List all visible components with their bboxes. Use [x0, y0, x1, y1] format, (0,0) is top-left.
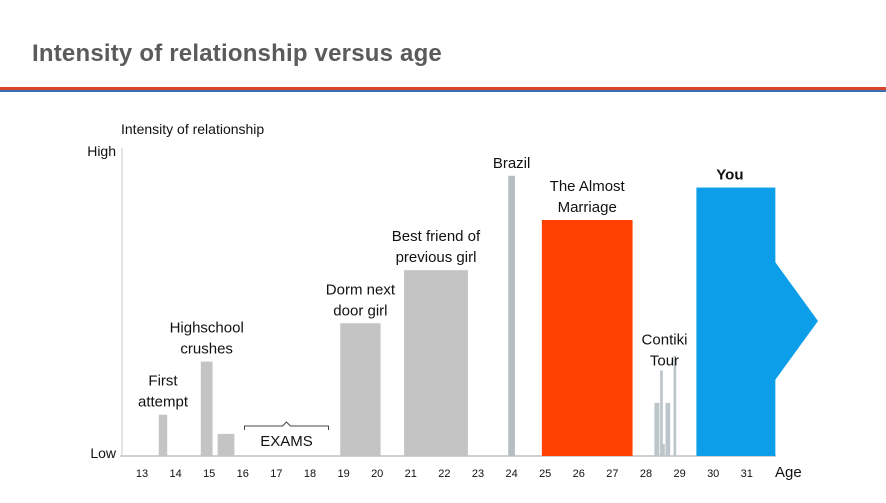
bar-contiki-segment-5 [673, 355, 677, 456]
bars [158, 175, 818, 457]
title-divider-red [0, 87, 886, 90]
bar-label-dorm-next-door-girl-1: Dorm next [326, 281, 396, 298]
bar-label-brazil-1: Brazil [493, 155, 531, 172]
bar-label-best-friend-of-previous-girl-2: previous girl [396, 249, 477, 266]
bar-label-the-almost-marriage-2: Marriage [558, 199, 617, 216]
y-high-label: High [87, 143, 116, 159]
x-tick-16: 16 [237, 468, 249, 480]
bar-contiki-segment-1 [654, 402, 660, 456]
x-tick-21: 21 [405, 468, 417, 480]
y-axis-title: Intensity of relationship [121, 121, 264, 137]
x-tick-24: 24 [505, 468, 517, 480]
bar-label-best-friend-of-previous-girl-1: Best friend of [392, 228, 481, 245]
bar-label-first-attempt-2: attempt [138, 394, 189, 411]
you-arrowhead [737, 210, 818, 432]
exams-annotation: EXAMS [243, 421, 329, 450]
x-tick-13: 13 [136, 468, 148, 480]
x-tick-29: 29 [673, 468, 685, 480]
bar-best-friend-of-previous-girl [404, 270, 468, 456]
exams-label: EXAMS [260, 433, 313, 450]
bar-contiki-segment-4 [665, 402, 671, 456]
x-tick-30: 30 [707, 468, 719, 480]
x-axis-title: Age [775, 464, 802, 481]
x-tick-22: 22 [438, 468, 450, 480]
x-tick-28: 28 [640, 468, 652, 480]
bar-dorm-next-door-girl [340, 323, 381, 456]
bar-label-the-almost-marriage-1: The Almost [550, 178, 626, 195]
bar-contiki-segment-3 [662, 444, 665, 456]
bar-brazil [508, 175, 515, 456]
x-tick-labels: 13 14 15 16 17 18 19 20 21 22 23 24 25 26 27 28 29 30 31 [136, 468, 753, 480]
page-title: Intensity of relationship versus age [32, 40, 442, 67]
x-tick-27: 27 [606, 468, 618, 480]
y-low-label: Low [90, 445, 117, 461]
x-tick-17: 17 [270, 468, 282, 480]
x-tick-31: 31 [741, 468, 753, 480]
x-tick-14: 14 [169, 468, 181, 480]
bar-highschool-crushes [200, 361, 213, 456]
bar-labels: First attempt Highschool crushes Dorm next do… [138, 155, 744, 411]
title-divider-blue [0, 90, 886, 92]
x-tick-25: 25 [539, 468, 551, 480]
bar-label-highschool-crushes-1: Highschool [170, 320, 244, 337]
bar-label-first-attempt-1: First [148, 373, 178, 390]
bar-label-dorm-next-door-girl-2: door girl [333, 302, 387, 319]
x-tick-18: 18 [304, 468, 316, 480]
x-tick-15: 15 [203, 468, 215, 480]
bar-label-you-1: You [716, 167, 743, 184]
bar-first-attempt [158, 414, 168, 456]
bar-contiki-segment-2 [660, 370, 663, 456]
bar-label-highschool-crushes-2: crushes [180, 341, 233, 358]
x-tick-26: 26 [573, 468, 585, 480]
exams-brace [243, 421, 329, 430]
bar-label-contiki-tour-2: Tour [650, 352, 679, 369]
bar-label-contiki-tour-1: Contiki [642, 331, 688, 348]
bar-the-almost-marriage [541, 220, 633, 456]
x-tick-19: 19 [337, 468, 349, 480]
bar-highschool-crush-2 [217, 433, 235, 456]
x-tick-20: 20 [371, 468, 383, 480]
x-tick-23: 23 [472, 468, 484, 480]
